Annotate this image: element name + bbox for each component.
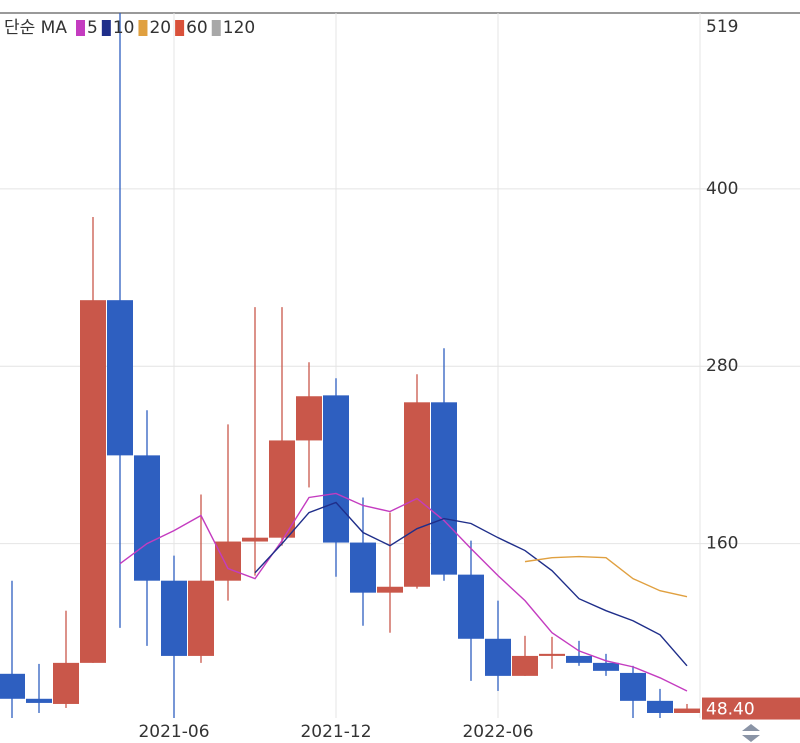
candle-body: [431, 402, 457, 575]
candle: [215, 424, 241, 601]
ma-line: [524, 555, 688, 598]
candle: [431, 348, 457, 581]
candle-body: [80, 300, 106, 663]
candle-body: [566, 655, 592, 663]
x-tick-label: 2022-06: [462, 722, 533, 742]
candle: [458, 540, 484, 681]
legend-swatch: [101, 20, 111, 36]
candle: [107, 13, 133, 628]
legend-swatch: [138, 20, 148, 36]
candle-body: [296, 396, 322, 441]
candle: [404, 374, 430, 589]
scroll-icon[interactable]: [742, 724, 760, 742]
candle-body: [620, 672, 646, 701]
candle: [134, 410, 160, 646]
y-tick-label: 519: [706, 17, 738, 37]
ma-line: [119, 492, 688, 692]
candle: [539, 636, 565, 669]
candle: [674, 703, 700, 713]
candle-body: [269, 440, 295, 538]
candle-body: [107, 300, 133, 456]
candle: [0, 580, 25, 718]
candle-body: [539, 653, 565, 656]
candle-body: [350, 542, 376, 593]
y-tick-label: 400: [706, 179, 738, 199]
candle: [323, 378, 349, 577]
legend-swatch: [211, 20, 221, 36]
candle-body: [647, 700, 673, 713]
candle: [242, 307, 268, 576]
candle: [566, 640, 592, 666]
x-tick-label: 2021-12: [300, 722, 371, 742]
candle-body: [512, 655, 538, 676]
legend-title: 단순 MA: [4, 18, 67, 38]
candle-body: [323, 395, 349, 543]
arrow-up[interactable]: [742, 724, 760, 731]
candle-body: [404, 402, 430, 587]
legend-label: 60: [186, 18, 208, 38]
candle-body: [485, 638, 511, 676]
legend-label: 20: [149, 18, 171, 38]
legend-label: 120: [223, 18, 255, 38]
candle-body: [161, 580, 187, 656]
candle-body: [377, 586, 403, 593]
x-tick-label: 2021-06: [138, 722, 209, 742]
candle: [80, 216, 106, 663]
last-price-tag: [702, 697, 800, 720]
candle-body: [26, 698, 52, 703]
candle-body: [188, 580, 214, 656]
candle: [269, 307, 295, 546]
last-price-label: 48.40: [706, 700, 755, 720]
legend-label: 5: [87, 18, 98, 38]
y-tick-label: 160: [706, 534, 738, 554]
candle-body: [242, 537, 268, 542]
candle-body: [593, 662, 619, 671]
candle: [620, 665, 646, 718]
legend-swatch: [76, 20, 85, 36]
legend-label: 10: [113, 18, 135, 38]
candle: [593, 653, 619, 676]
candle: [350, 497, 376, 626]
legend-swatch: [175, 20, 185, 36]
y-tick-label: 280: [706, 356, 738, 376]
candle: [647, 688, 673, 718]
candle: [26, 663, 52, 713]
candle-body: [674, 708, 700, 713]
candle-body: [134, 455, 160, 581]
candle-body: [53, 662, 79, 704]
candle: [53, 610, 79, 708]
candle-body: [458, 574, 484, 639]
candle-body: [215, 541, 241, 581]
candle: [512, 635, 538, 676]
ma-line: [254, 501, 688, 667]
candle: [188, 494, 214, 663]
candle: [377, 512, 403, 633]
candle-body: [0, 673, 25, 699]
candle: [485, 600, 511, 691]
candle: [296, 362, 322, 488]
arrow-down[interactable]: [742, 735, 760, 742]
candle: [161, 555, 187, 718]
